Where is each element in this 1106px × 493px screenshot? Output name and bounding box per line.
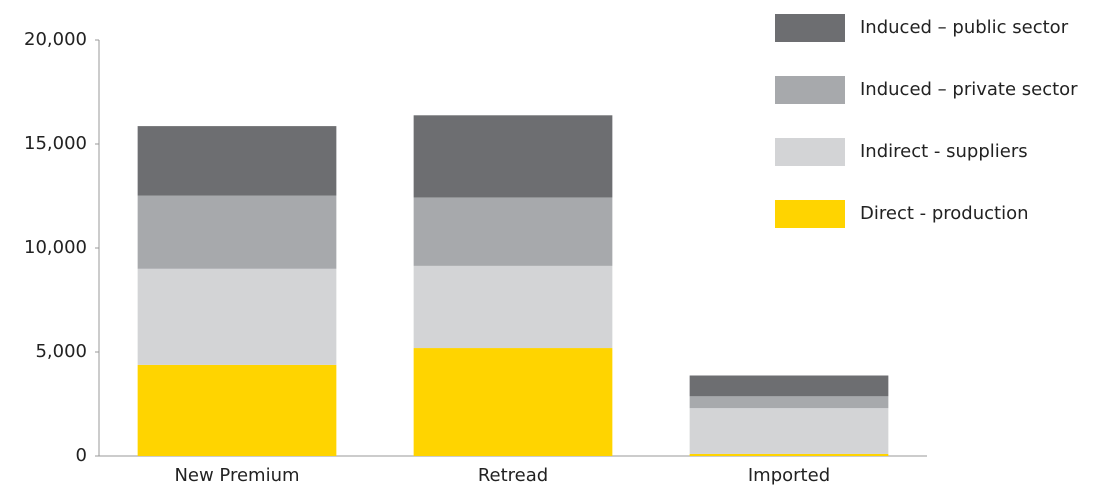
- bar-segment: [137, 126, 337, 196]
- x-tick-label: Imported: [748, 465, 830, 486]
- x-tick-label: New Premium: [174, 465, 299, 486]
- y-tick-label: 20,000: [24, 29, 87, 50]
- bar-segment: [413, 265, 613, 349]
- legend-swatch: [775, 200, 845, 228]
- x-tick-label: Retread: [478, 465, 548, 486]
- y-tick-label: 5,000: [35, 341, 87, 362]
- bar-segment: [689, 453, 889, 456]
- bar-segment: [689, 408, 889, 454]
- bar-segment: [413, 115, 613, 198]
- bar-segment: [137, 364, 337, 456]
- bar-segment: [413, 197, 613, 266]
- bar-segment: [413, 348, 613, 456]
- legend-swatch: [775, 138, 845, 166]
- bar-segment: [689, 396, 889, 409]
- y-tick-label: 10,000: [24, 237, 87, 258]
- legend-label: Indirect - suppliers: [860, 141, 1028, 162]
- legend-swatch: [775, 76, 845, 104]
- legend-label: Induced – private sector: [860, 79, 1078, 100]
- legend-swatch: [775, 14, 845, 42]
- bar-segment: [137, 268, 337, 365]
- y-tick-label: 0: [76, 445, 87, 466]
- bar-segment: [689, 375, 889, 397]
- y-tick-label: 15,000: [24, 133, 87, 154]
- bar-segment: [137, 195, 337, 269]
- legend-label: Induced – public sector: [860, 17, 1069, 38]
- legend-label: Direct - production: [860, 203, 1029, 224]
